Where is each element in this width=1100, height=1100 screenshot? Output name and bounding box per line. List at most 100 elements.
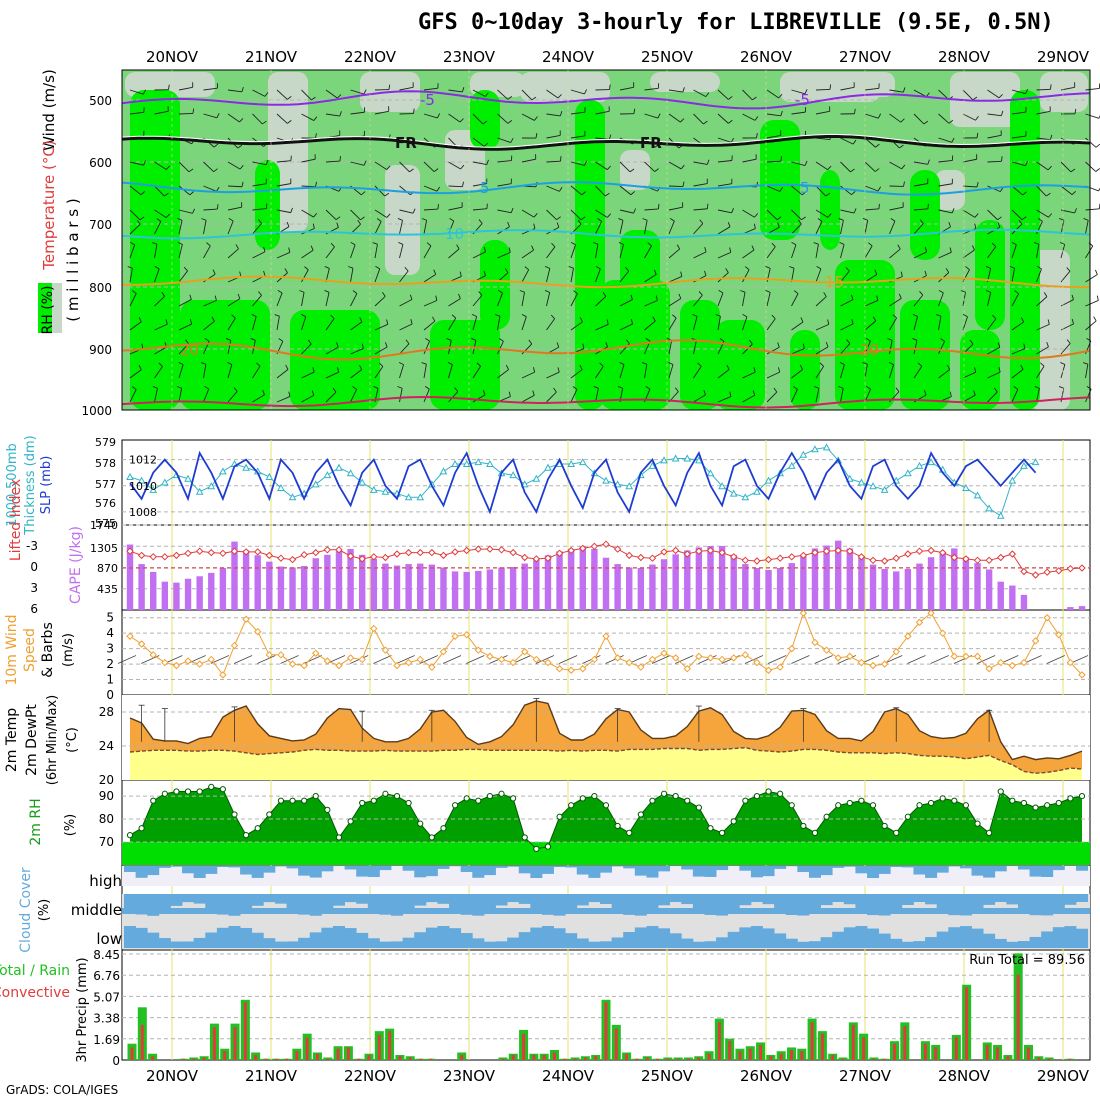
wind-barb-flag — [437, 113, 441, 119]
wind-barb-flag — [550, 314, 556, 319]
wind-barb — [497, 251, 511, 259]
wind-barb — [570, 369, 583, 379]
cloud-middle-bar — [1064, 894, 1077, 905]
wind-speed-marker — [195, 660, 204, 668]
cloud-low-bar — [646, 926, 659, 948]
cloud-high-bar — [1076, 866, 1088, 871]
rh-moist-region — [790, 330, 820, 410]
wind-barb — [301, 316, 307, 331]
rh-gray-patch — [650, 72, 720, 92]
wind-barb-flag — [556, 342, 560, 348]
wind-barb-flag — [1071, 318, 1075, 324]
wind-barb-flag — [507, 96, 513, 100]
wind-barb-flag — [1093, 316, 1097, 322]
lifted-index-marker — [892, 554, 900, 562]
wind-barb — [644, 161, 655, 172]
wind-barb-flag — [152, 242, 158, 245]
wind-barb-flag — [976, 182, 979, 188]
thickness-marker — [927, 458, 935, 466]
li-tick-label: 6 — [30, 602, 38, 616]
date-label-bottom: 28NOV — [938, 1067, 991, 1085]
precip-convective-bar — [1026, 1047, 1030, 1060]
cloud-low-bar — [762, 928, 775, 948]
wind-barb — [276, 89, 288, 100]
cloud-low-bar — [750, 926, 763, 948]
cloud-low-bar — [298, 937, 311, 948]
rh2m-marker — [649, 797, 656, 804]
wind-barb — [227, 89, 242, 93]
cloud-low-bar — [356, 932, 369, 948]
wind-barb-flag — [974, 367, 977, 373]
wind-barb-flag — [1043, 292, 1048, 297]
wind-barb-flag — [315, 181, 318, 187]
wind-barb-flag — [997, 222, 1001, 228]
wind-barb — [252, 113, 263, 125]
wind-barb — [374, 366, 384, 379]
precip-convective-bar — [460, 1054, 464, 1060]
precip-convective-bar — [923, 1043, 927, 1060]
cape-bar — [637, 567, 645, 610]
rh2m-marker — [1055, 799, 1062, 807]
wind-barb — [129, 244, 136, 259]
wind-barb — [570, 293, 578, 307]
lifted-index-marker — [985, 556, 993, 565]
wind-barb — [227, 298, 241, 307]
wind-barb — [1036, 268, 1042, 283]
wind-barb — [178, 209, 193, 214]
li-tick-label: 3 — [30, 581, 38, 595]
wind-barb — [178, 113, 194, 115]
wind-barb-flag — [312, 367, 315, 373]
cloud-high-bar — [286, 866, 299, 869]
wind-barb-flag — [225, 338, 231, 341]
cloud-middle-bar — [518, 894, 531, 904]
cloud-low-bar — [135, 927, 148, 948]
wind-speed-marker — [1066, 658, 1075, 667]
wind-barb — [595, 268, 601, 283]
wind-barb — [766, 292, 771, 307]
wind-barb-flag — [951, 137, 955, 143]
cloud-middle-bar — [867, 894, 880, 916]
thickness-marker — [486, 459, 494, 468]
wind-speed-marker — [172, 661, 181, 670]
wind-barb — [350, 348, 364, 355]
wind-barb — [840, 244, 845, 259]
wind-barb-flag — [1074, 208, 1077, 214]
wind-barb-flag — [1071, 294, 1074, 300]
wind-speed-marker — [277, 651, 285, 659]
wind-barb — [668, 206, 683, 211]
wind-barb-flag — [798, 219, 802, 225]
lifted-index-marker — [393, 550, 401, 558]
wind-barb — [178, 299, 192, 307]
wind-speed-marker — [567, 666, 575, 674]
wind-barb — [448, 298, 461, 307]
wind-barb — [570, 321, 583, 331]
li-axis-label: Lifted Index — [8, 479, 24, 561]
wind-barb — [325, 246, 335, 259]
cloud-high-bar — [1017, 866, 1030, 870]
cape-bar — [823, 545, 830, 610]
rh2m-marker — [893, 829, 900, 836]
lifted-index-marker — [602, 540, 610, 548]
wind-barb-flag — [924, 246, 928, 253]
thickness-marker — [845, 474, 854, 482]
wind-barb-flag — [630, 191, 635, 196]
wind-barb-flag — [778, 94, 783, 99]
wind-barb — [619, 185, 632, 196]
wind-barb-flag — [461, 87, 465, 93]
surface-wind-barb — [930, 655, 949, 664]
wind-barb — [913, 316, 918, 331]
cloud-middle-bar — [449, 894, 462, 910]
wind-barb-flag — [553, 387, 557, 393]
thickness-marker — [544, 463, 552, 471]
rh2m-marker — [510, 795, 517, 802]
precip-convective-bar — [779, 1053, 783, 1060]
wind-barb — [668, 185, 684, 187]
surface-wind-barb — [233, 655, 253, 664]
wind-barb — [325, 371, 339, 379]
wind-barb-flag — [1011, 241, 1017, 246]
wind-barb — [374, 296, 386, 307]
wind-barb-flag — [426, 242, 432, 247]
wind-barb — [521, 158, 536, 163]
